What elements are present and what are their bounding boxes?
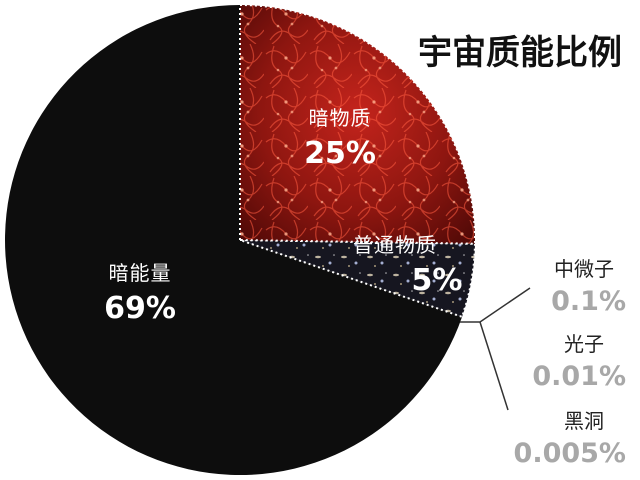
- breakout-value-black-holes: 0.005%: [514, 438, 626, 469]
- pie-slice-ordinary-matter: [240, 240, 475, 317]
- breakout-value-photons: 0.01%: [532, 361, 626, 392]
- pie-slices: [5, 3, 476, 475]
- slice-name-ordinary-matter: 普通物质: [353, 233, 437, 257]
- slice-dotted-border-ordinary-matter: [239, 239, 476, 319]
- pie-labels: 暗物质 25% 普通物质 5% 暗能量 69%: [104, 106, 462, 326]
- slice-value-dark-matter: 25%: [304, 136, 376, 171]
- slice-value-dark-energy: 69%: [104, 291, 176, 326]
- breakout-name-neutrinos: 中微子: [554, 257, 614, 281]
- dark-matter-web-texture: [240, 5, 475, 244]
- slice-name-dark-energy: 暗能量: [109, 261, 172, 285]
- callout-connector-lower: [479, 321, 509, 411]
- chart-title: 宇宙质能比例: [418, 33, 622, 73]
- breakout-name-black-holes: 黑洞: [564, 409, 604, 433]
- callout-connector: [460, 287, 531, 323]
- slice-name-dark-matter: 暗物质: [309, 106, 372, 130]
- slice-dotted-border-dark-matter: [239, 3, 476, 245]
- breakout-callout: 中微子 0.1% 光子 0.01% 黑洞 0.005%: [460, 257, 626, 469]
- slice-value-ordinary-matter: 5%: [412, 263, 463, 298]
- pie-slice-dark-energy: [5, 5, 463, 475]
- breakout-name-photons: 光子: [564, 332, 604, 356]
- breakout-value-neutrinos: 0.1%: [551, 286, 626, 317]
